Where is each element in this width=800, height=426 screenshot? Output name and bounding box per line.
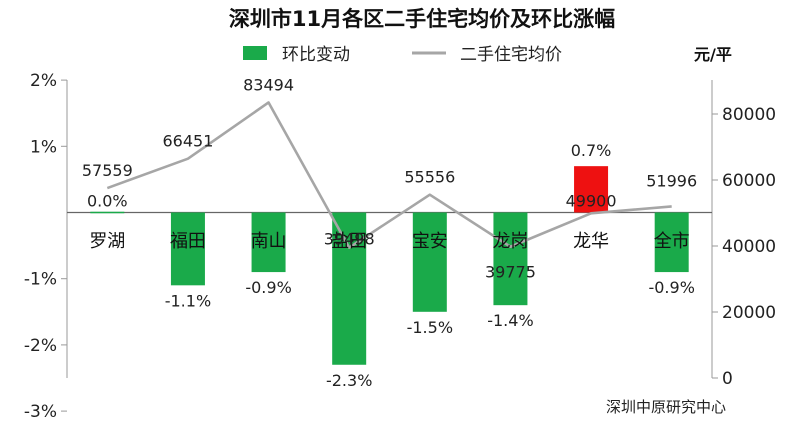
bar-data-labels: 0.0% -1.1% -0.9% -2.3% -1.5% -1.4% 0.7% -0.9% bbox=[87, 141, 695, 390]
left-axis-ticks: 2% 1% -1% -2% -3% bbox=[24, 71, 67, 422]
bar-龙岗 bbox=[493, 212, 528, 306]
bar-南山 bbox=[251, 212, 286, 273]
right-tick-label: 60000 bbox=[722, 171, 776, 191]
bar-value-label: -2.3% bbox=[326, 371, 372, 390]
bar-value-label: -0.9% bbox=[648, 278, 694, 297]
bar-value-label: -1.1% bbox=[165, 291, 211, 310]
category-label: 宝安 bbox=[412, 231, 448, 252]
category-label: 南山 bbox=[251, 231, 287, 252]
chart-title: 深圳市11月各区二手住宅均价及环比涨幅 bbox=[229, 7, 615, 31]
left-tick-label: -3% bbox=[24, 402, 57, 422]
category-labels: 罗湖 福田 南山 盐田 宝安 龙岗 龙华 全市 bbox=[89, 231, 689, 252]
right-axis-ticks: 80000 60000 40000 20000 0 bbox=[712, 105, 776, 389]
legend-bar-swatch bbox=[243, 46, 267, 60]
price-polyline bbox=[106, 101, 672, 249]
price-line bbox=[106, 101, 672, 249]
right-tick-label: 40000 bbox=[722, 237, 776, 257]
right-axis-unit: 元/平 bbox=[694, 45, 732, 64]
left-tick-label: -2% bbox=[24, 336, 57, 356]
bar-福田 bbox=[170, 212, 205, 286]
bar-value-label: 0.0% bbox=[87, 192, 128, 211]
category-label: 盐田 bbox=[331, 231, 367, 252]
bar-value-label: -1.5% bbox=[407, 318, 453, 337]
bar-宝安 bbox=[412, 212, 447, 312]
bar-value-label: -1.4% bbox=[487, 311, 533, 330]
bar-罗湖 bbox=[90, 211, 125, 214]
price-value-label: 83494 bbox=[243, 75, 294, 94]
price-value-label: 51996 bbox=[646, 171, 697, 190]
right-tick-label: 20000 bbox=[722, 303, 776, 323]
bar-value-label: -0.9% bbox=[245, 278, 291, 297]
left-tick-label: 1% bbox=[30, 137, 57, 157]
price-value-label: 39775 bbox=[485, 263, 536, 282]
legend: 环比变动 二手住宅均价 bbox=[243, 45, 562, 65]
left-tick-label: -1% bbox=[24, 270, 57, 290]
source-note: 深圳中原研究中心 bbox=[606, 398, 726, 416]
legend-line-label: 二手住宅均价 bbox=[460, 45, 562, 65]
left-tick-label: 2% bbox=[30, 71, 57, 91]
right-tick-label: 0 bbox=[722, 369, 733, 389]
bar-龙华 bbox=[574, 166, 609, 213]
bars bbox=[90, 166, 689, 365]
price-value-label: 55556 bbox=[404, 168, 455, 187]
category-label: 全市 bbox=[654, 231, 690, 252]
category-label: 罗湖 bbox=[89, 231, 125, 252]
right-tick-label: 80000 bbox=[722, 105, 776, 125]
bar-value-label: 0.7% bbox=[571, 141, 612, 160]
axes bbox=[66, 80, 713, 378]
legend-bar-label: 环比变动 bbox=[282, 45, 350, 65]
price-value-label: 49900 bbox=[566, 191, 617, 210]
price-value-label: 66451 bbox=[162, 132, 213, 151]
category-label: 福田 bbox=[170, 231, 206, 252]
category-label: 龙岗 bbox=[492, 231, 528, 252]
bar-全市 bbox=[654, 212, 689, 273]
category-label: 龙华 bbox=[573, 231, 609, 252]
bar-盐田 bbox=[332, 212, 367, 365]
line-data-labels: 57559 66451 83494 39498 55556 39775 49900 51996 bbox=[82, 75, 697, 281]
price-value-label: 57559 bbox=[82, 161, 133, 180]
price-value-label: 39498 bbox=[324, 230, 375, 249]
